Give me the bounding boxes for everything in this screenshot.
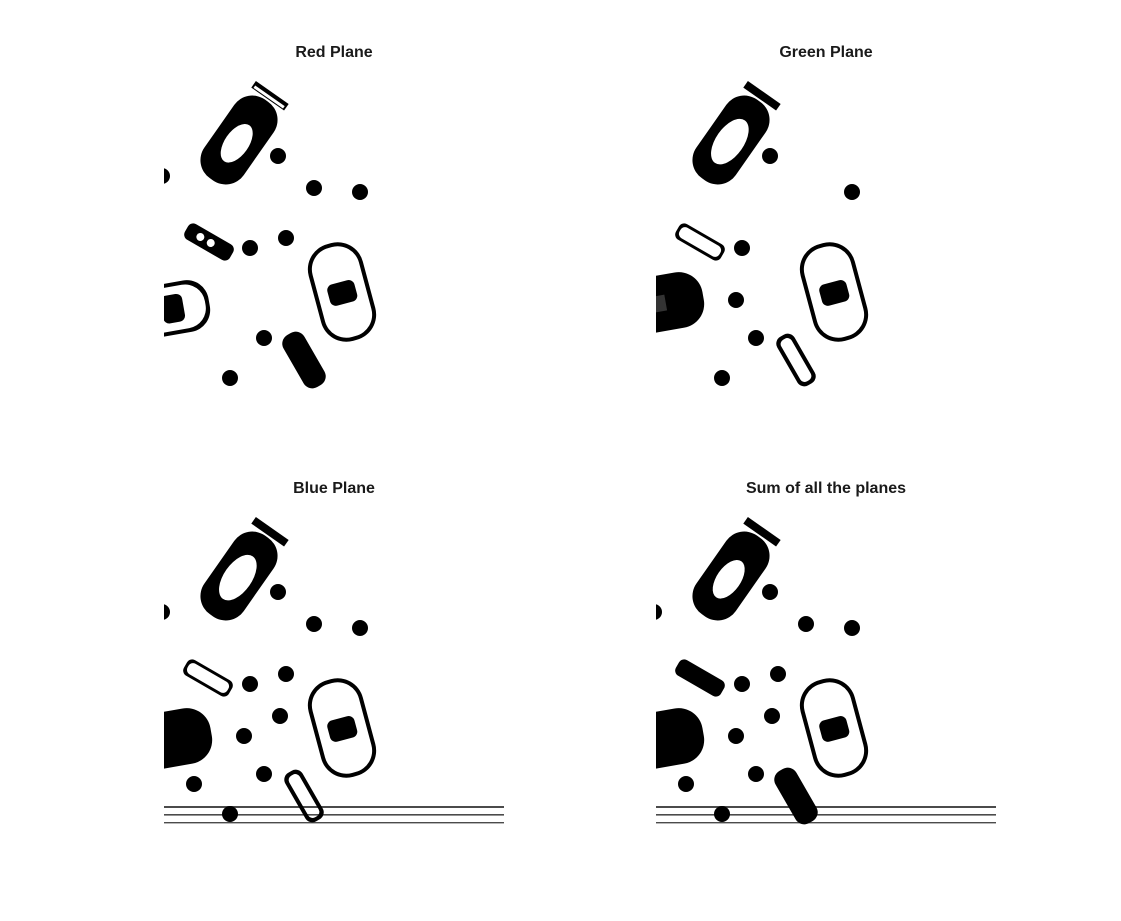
panel-title: Blue Plane xyxy=(293,480,375,497)
binary-image-red xyxy=(164,70,504,390)
panel-sum-planes: Sum of all the planes xyxy=(626,480,1026,870)
binary-image-sum xyxy=(656,506,996,826)
panel-red-plane: Red Plane xyxy=(134,44,534,434)
panel-blue-plane: Blue Plane xyxy=(134,480,534,870)
binary-image-green xyxy=(656,70,996,390)
panel-title: Red Plane xyxy=(295,44,373,61)
panel-title: Green Plane xyxy=(779,44,873,61)
panel-title: Sum of all the planes xyxy=(745,480,907,497)
panel-green-plane: Green Plane xyxy=(626,44,1026,434)
binary-image-blue xyxy=(164,506,504,826)
